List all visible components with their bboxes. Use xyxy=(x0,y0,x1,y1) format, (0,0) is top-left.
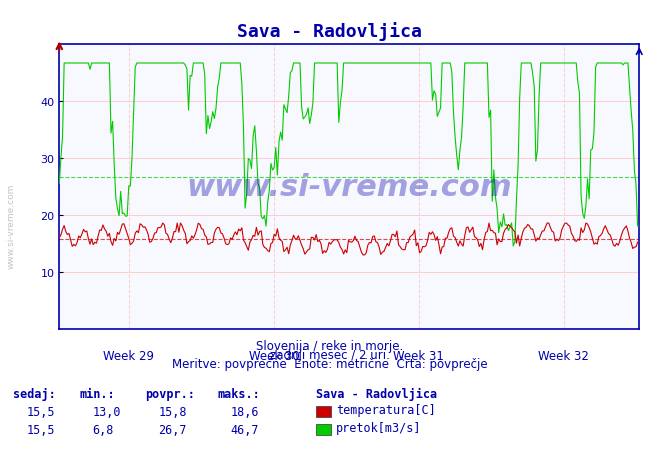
Text: Meritve: povprečne  Enote: metrične  Črta: povprečje: Meritve: povprečne Enote: metrične Črta:… xyxy=(172,355,487,371)
Text: Week 32: Week 32 xyxy=(538,349,589,362)
Text: pretok[m3/s]: pretok[m3/s] xyxy=(336,421,422,434)
Text: maks.:: maks.: xyxy=(217,387,260,400)
Text: min.:: min.: xyxy=(79,387,115,400)
Text: Sava - Radovljica: Sava - Radovljica xyxy=(316,387,438,400)
Text: 26,7: 26,7 xyxy=(158,423,186,436)
Text: 18,6: 18,6 xyxy=(231,405,259,418)
Text: temperatura[C]: temperatura[C] xyxy=(336,403,436,416)
Text: Week 31: Week 31 xyxy=(393,349,444,362)
Text: 15,8: 15,8 xyxy=(158,405,186,418)
Text: 46,7: 46,7 xyxy=(231,423,259,436)
Text: Sava - Radovljica: Sava - Radovljica xyxy=(237,22,422,41)
Text: Week 30: Week 30 xyxy=(248,349,299,362)
Text: 15,5: 15,5 xyxy=(26,405,55,418)
Text: 6,8: 6,8 xyxy=(92,423,113,436)
Text: Slovenija / reke in morje.: Slovenija / reke in morje. xyxy=(256,340,403,353)
Text: www.si-vreme.com: www.si-vreme.com xyxy=(7,183,16,268)
Text: Week 29: Week 29 xyxy=(103,349,154,362)
Text: www.si-vreme.com: www.si-vreme.com xyxy=(186,173,512,202)
Text: sedaj:: sedaj: xyxy=(13,387,56,400)
Text: povpr.:: povpr.: xyxy=(145,387,195,400)
Text: 13,0: 13,0 xyxy=(92,405,121,418)
Text: 15,5: 15,5 xyxy=(26,423,55,436)
Text: zadnji mesec / 2 uri.: zadnji mesec / 2 uri. xyxy=(270,349,389,362)
